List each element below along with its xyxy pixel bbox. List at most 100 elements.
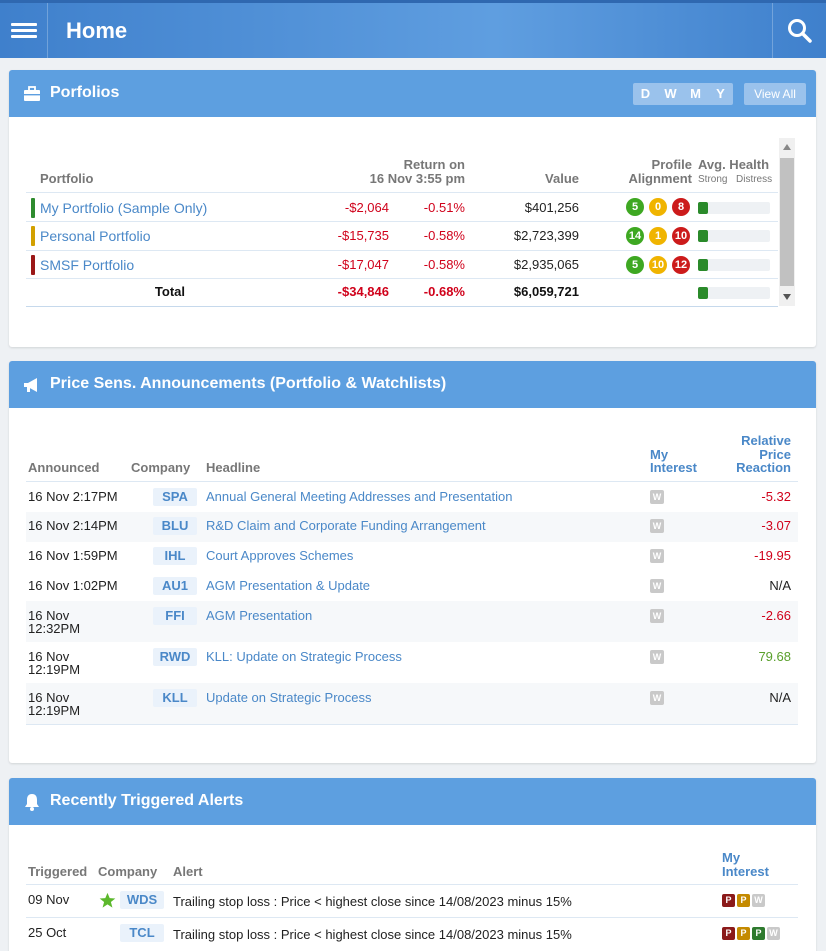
alignment-red-badge: 12 [672,256,690,274]
alert-text: Trailing stop loss : Price < highest clo… [173,894,572,909]
announced-date: 16 Nov 2:14PM [28,518,118,533]
divider [26,917,798,918]
health-bar [698,287,770,299]
portfolio-link[interactable]: My Portfolio (Sample Only) [40,200,208,216]
portfolio-link[interactable]: Personal Portfolio [40,228,151,244]
announced-time: 12:32PM [28,621,81,636]
alignment-yellow-badge: 0 [649,198,667,216]
company-code[interactable]: SPA [153,488,197,506]
search-icon[interactable] [772,3,826,58]
alert-date: 09 Nov [28,892,70,907]
interest-badge-w: W [752,894,765,907]
health-bar [698,259,770,271]
alignment-green-badge: 5 [626,256,644,274]
announced-date: 16 Nov [28,608,70,623]
announced-date: 16 Nov 1:59PM [28,548,118,563]
portfolio-scrollbar[interactable] [779,138,795,306]
col-value: Value [545,171,579,186]
company-code[interactable]: FFI [153,607,197,625]
price-reaction: -5.32 [761,489,791,504]
headline-link[interactable]: AGM Presentation [206,608,313,623]
headline-link[interactable]: Update on Strategic Process [206,690,372,705]
price-reaction: 79.68 [758,649,791,664]
alignment-red-badge: 10 [672,227,690,245]
portfolios-card: Porfolios D W M Y View All Portfolio Ret… [9,70,816,347]
alerts-card-header: Recently Triggered Alerts [9,778,816,825]
portfolio-return-pct: -0.58% [423,228,465,243]
total-return: -$34,846 [337,284,389,299]
company-code[interactable]: TCL [120,924,164,942]
col-reaction-line1: Relative [741,433,791,448]
company-code[interactable]: WDS [120,891,164,909]
divider [26,192,778,193]
hamburger-menu-icon[interactable] [0,3,48,58]
alert-text: Trailing stop loss : Price < highest clo… [173,927,572,942]
watchlist-badge: W [650,579,664,593]
col-interest-line2: Interest [650,460,697,475]
company-code[interactable]: BLU [153,517,197,535]
watchlist-badge: W [650,691,664,705]
divider [26,221,778,222]
scroll-down-icon[interactable] [783,294,791,300]
col-company: Company [131,460,191,475]
watchlist-badge: W [650,650,664,664]
portfolio-value: $2,723,399 [513,228,579,243]
col-headline: Headline [206,460,261,475]
health-bar [698,230,770,242]
row-stripe [26,683,798,724]
period-week[interactable]: W [664,86,677,101]
company-code[interactable]: RWD [153,648,197,666]
watchlist-badge: W [650,549,664,563]
row-stripe [26,601,798,642]
view-all-button[interactable]: View All [744,83,806,105]
headline-link[interactable]: Annual General Meeting Addresses and Pre… [206,489,513,504]
alignment-green-badge: 14 [626,227,644,245]
scrollbar-thumb[interactable] [780,158,794,286]
portfolio-return: -$2,064 [344,200,389,215]
portfolio-value: $2,935,065 [513,257,579,272]
period-year[interactable]: Y [716,86,725,101]
price-reaction: N/A [769,690,791,705]
watchlist-badge: W [650,519,664,533]
col-interest-line2: Interest [722,864,769,879]
company-code[interactable]: AU1 [153,577,197,595]
health-bar [698,202,770,214]
alerts-title: Recently Triggered Alerts [50,792,244,809]
scroll-up-icon[interactable] [783,144,791,150]
price-reaction: -2.66 [761,608,791,623]
portfolio-link[interactable]: SMSF Portfolio [40,257,135,273]
watchlist-badge: W [650,490,664,504]
period-day[interactable]: D [640,86,651,101]
star-icon[interactable] [99,892,116,909]
announced-date: 16 Nov 1:02PM [28,578,118,593]
interest-badge-p: P [722,927,735,940]
announced-date: 16 Nov [28,649,70,664]
col-interest-line1: My [650,447,669,462]
megaphone-icon [24,378,37,392]
app-header: Home [0,0,826,58]
interest-badge-p: P [722,894,735,907]
portfolio-return-pct: -0.51% [423,200,465,215]
headline-link[interactable]: KLL: Update on Strategic Process [206,649,402,664]
announced-time: 12:19PM [28,662,81,677]
alignment-yellow-badge: 1 [649,227,667,245]
col-alignment-line1: Profile [651,157,692,172]
announcements-card: Price Sens. Announcements (Portfolio & W… [9,361,816,763]
col-health: Avg. Health [698,157,770,172]
col-health-strong: Strong [698,174,728,185]
headline-link[interactable]: AGM Presentation & Update [206,578,371,593]
portfolio-color-bar [31,198,35,218]
portfolio-return: -$15,735 [337,228,389,243]
col-health-distress: Distress [736,174,773,185]
company-code[interactable]: IHL [153,547,197,565]
price-reaction: N/A [769,578,791,593]
alert-date: 25 Oct [28,925,67,940]
headline-link[interactable]: Court Approves Schemes [206,548,354,563]
period-month[interactable]: M [690,86,701,101]
company-code[interactable]: KLL [153,689,197,707]
portfolio-return-pct: -0.58% [423,257,465,272]
interest-badge-w: W [767,927,780,940]
headline-link[interactable]: R&D Claim and Corporate Funding Arrangem… [206,518,486,533]
page-title: Home [66,18,128,43]
col-alignment-line2: Alignment [628,171,692,186]
